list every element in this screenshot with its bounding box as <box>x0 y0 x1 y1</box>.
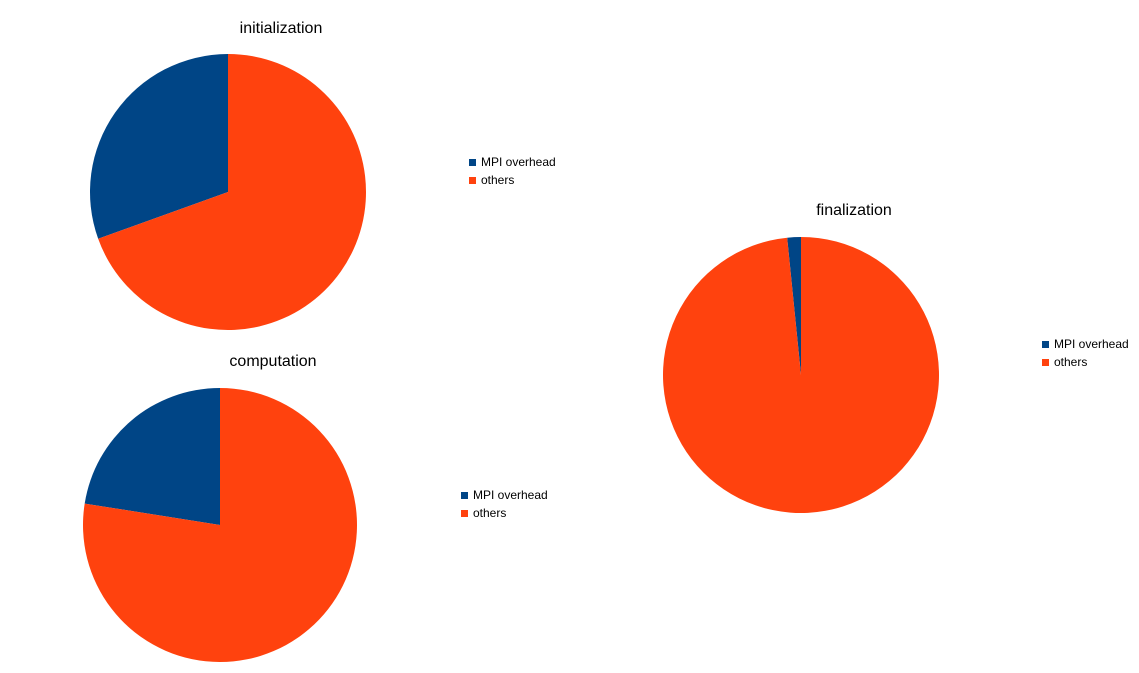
legend-label: others <box>1054 355 1088 369</box>
pie-chart-computation: computation MPI overhead others <box>0 340 600 673</box>
legend-swatch-others <box>461 509 468 517</box>
legend: MPI overhead others <box>1042 335 1129 371</box>
chart-title: initialization <box>239 20 323 37</box>
chart-title: computation <box>229 353 317 370</box>
legend-swatch-others <box>1042 358 1049 366</box>
pie-slice-mpi-overhead <box>90 54 228 239</box>
legend: MPI overhead others <box>461 486 548 522</box>
legend-swatch-mpi <box>461 491 468 499</box>
legend-item-others: others <box>1042 353 1129 371</box>
pie-slice-others <box>98 54 367 331</box>
legend-swatch-mpi <box>469 158 476 166</box>
pie-slice-mpi-overhead <box>84 388 220 525</box>
legend-item-others: others <box>461 504 548 522</box>
legend-item-mpi-overhead: MPI overhead <box>469 153 556 171</box>
legend-item-others: others <box>469 171 556 189</box>
legend-label: MPI overhead <box>473 488 548 502</box>
pie <box>90 54 367 331</box>
legend-item-mpi-overhead: MPI overhead <box>1042 335 1129 353</box>
pie <box>82 388 358 662</box>
legend-item-mpi-overhead: MPI overhead <box>461 486 548 504</box>
pie-slice-others <box>82 388 358 662</box>
legend-label: MPI overhead <box>481 155 556 169</box>
legend-label: MPI overhead <box>1054 337 1129 351</box>
legend: MPI overhead others <box>469 153 556 189</box>
pie-slice-mpi-overhead <box>787 237 801 375</box>
legend-swatch-others <box>469 176 476 184</box>
legend-label: others <box>473 506 507 520</box>
pie-chart-finalization: finalization MPI overhead others <box>600 190 1139 530</box>
legend-swatch-mpi <box>1042 340 1049 348</box>
pie-slice-others <box>663 237 939 513</box>
legend-label: others <box>481 173 515 187</box>
pie <box>663 237 939 513</box>
chart-title: finalization <box>816 202 892 219</box>
pie-chart-initialization: initialization MPI overhead others <box>0 0 600 340</box>
